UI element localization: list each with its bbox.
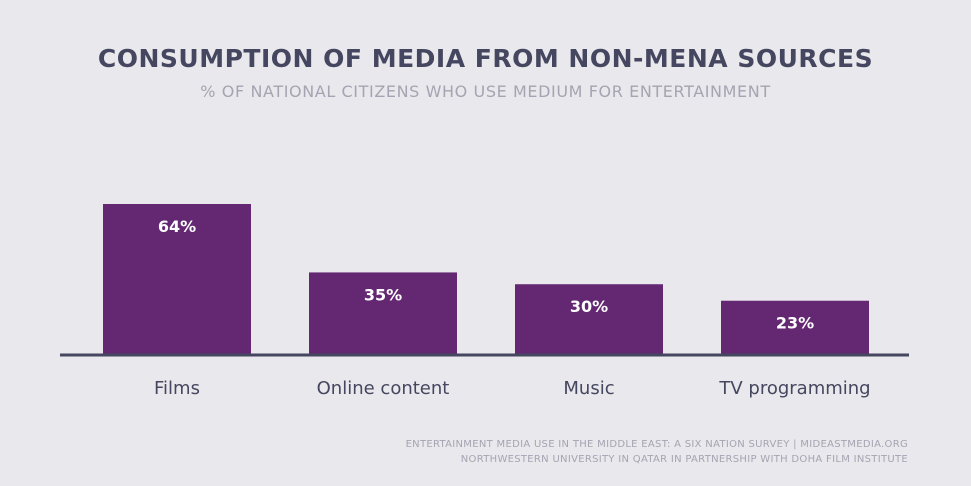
chart-subtitle: % OF NATIONAL CITIZENS WHO USE MEDIUM FO… bbox=[200, 82, 771, 101]
bar-online-content bbox=[309, 272, 457, 355]
source-line-1: ENTERTAINMENT MEDIA USE IN THE MIDDLE EA… bbox=[405, 439, 908, 450]
bars-group bbox=[103, 204, 869, 355]
bar-tv-programming bbox=[721, 300, 869, 355]
category-label-tv-programming: TV programming bbox=[718, 378, 870, 399]
bar-music bbox=[515, 284, 663, 355]
category-label-films: Films bbox=[154, 378, 200, 399]
category-label-music: Music bbox=[563, 378, 614, 399]
value-label-online-content: 35% bbox=[364, 285, 402, 304]
value-label-tv-programming: 23% bbox=[776, 314, 814, 333]
value-labels-group: 64% 35% 30% 23% bbox=[158, 217, 814, 333]
value-label-music: 30% bbox=[570, 297, 608, 316]
value-label-films: 64% bbox=[158, 217, 196, 236]
source-line-2: NORTHWESTERN UNIVERSITY IN QATAR IN PART… bbox=[460, 454, 908, 465]
category-label-online-content: Online content bbox=[317, 378, 450, 399]
chart-title: CONSUMPTION OF MEDIA FROM NON-MENA SOURC… bbox=[97, 44, 874, 73]
category-labels-group: Films Online content Music TV programming bbox=[154, 378, 871, 399]
bar-films bbox=[103, 204, 251, 355]
